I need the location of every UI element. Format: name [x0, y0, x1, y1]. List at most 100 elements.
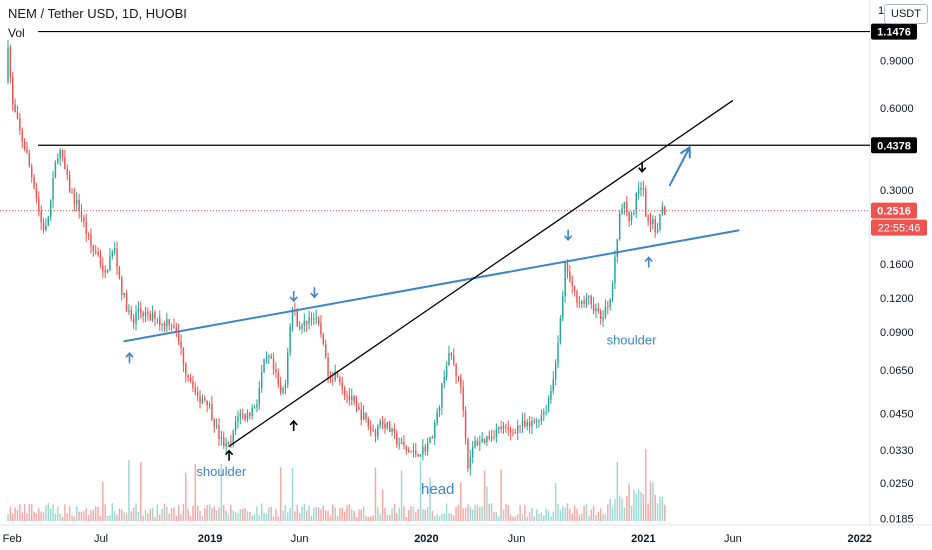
candle-body — [396, 432, 398, 445]
volume-bar — [438, 515, 441, 521]
candle-body — [180, 341, 182, 349]
candle-body — [438, 407, 441, 412]
candle-body — [493, 436, 495, 438]
time-tick-label: 2021 — [631, 533, 655, 545]
volume-bar — [471, 509, 474, 521]
candles-layer — [7, 39, 666, 476]
volume-bar — [365, 515, 367, 521]
volume-bar — [495, 512, 498, 521]
last-price-badge — [871, 202, 917, 219]
volume-bar — [611, 506, 614, 521]
candle-body — [76, 199, 78, 204]
volume-bar — [64, 504, 66, 521]
arrow-down-marker — [638, 161, 647, 173]
volume-bar — [30, 504, 33, 521]
candle-body — [128, 310, 130, 312]
candle-body — [313, 318, 315, 320]
candle-body — [54, 162, 57, 179]
candle-body — [469, 457, 472, 469]
volume-bar — [396, 513, 398, 521]
symbol-title[interactable]: NEM / Tether USD, 1D, HUOBI — [8, 6, 187, 21]
candle-body — [282, 388, 284, 393]
volume-bar — [336, 516, 339, 521]
volume-bar — [398, 507, 400, 521]
candle-body — [230, 441, 232, 443]
currency-unit-button[interactable]: USDT — [884, 4, 928, 24]
volume-bar — [140, 461, 142, 521]
volume-bar — [270, 506, 272, 521]
volume-bar — [173, 507, 175, 521]
volume-bar — [502, 509, 505, 521]
candle-body — [640, 187, 642, 190]
volume-bar — [322, 505, 325, 521]
volume-bar — [14, 507, 16, 521]
volume-bar — [353, 510, 355, 521]
candle-body — [113, 248, 116, 252]
candle-body — [573, 286, 576, 291]
candle-body — [369, 426, 372, 430]
projection-arrow-head — [679, 145, 691, 159]
candle-body — [268, 355, 270, 358]
volume-bar — [400, 470, 403, 521]
candle-body — [298, 326, 301, 329]
candle-body — [443, 377, 445, 384]
candle-body — [583, 300, 585, 304]
candle-body — [80, 211, 83, 218]
volume-bar — [509, 514, 512, 521]
candle-body — [339, 377, 341, 383]
candle-body — [405, 445, 408, 451]
candle-body — [533, 420, 536, 422]
candle-body — [604, 306, 607, 318]
candle-body — [429, 436, 431, 443]
candle-body — [132, 318, 135, 324]
volume-bar — [118, 508, 121, 521]
volume-bar — [358, 509, 360, 521]
arrow-up-marker — [224, 449, 234, 461]
volume-bar — [516, 514, 519, 521]
volume-bar — [367, 516, 370, 521]
candle-body — [514, 432, 517, 434]
volume-bar — [71, 515, 73, 521]
volume-bar — [284, 505, 287, 521]
candle-body — [611, 283, 614, 299]
candle-body — [208, 403, 211, 406]
candle-body — [104, 270, 106, 273]
annotations-layer: shoulder head shoulder — [125, 161, 657, 498]
candle-body — [38, 198, 40, 212]
candle-body — [365, 412, 367, 420]
volume-bar — [97, 506, 99, 521]
volume-bar — [23, 503, 26, 521]
volume-bar — [16, 509, 19, 521]
candle-body — [102, 264, 104, 271]
volume-bar — [45, 505, 47, 521]
price-tick-label: 0.0900 — [880, 327, 914, 339]
price-tick-label: 0.9000 — [880, 55, 914, 67]
volume-bar — [652, 482, 654, 521]
volume-bar — [500, 469, 502, 521]
volume-bar — [602, 514, 604, 521]
volume-bar — [313, 508, 315, 521]
time-tick-label: Jun — [291, 533, 309, 545]
volume-bar — [443, 513, 445, 521]
candle-body — [400, 441, 403, 445]
volume-bar — [514, 516, 517, 521]
volume-bar — [341, 507, 344, 521]
candle-body — [289, 326, 291, 353]
volume-bar — [241, 509, 244, 521]
candle-body — [201, 398, 204, 404]
volume-bar — [208, 504, 211, 521]
candle-body — [47, 217, 50, 226]
time-axis[interactable]: Feb Jul 2019 Jun 2020 Jun 2021 Jun 2022 — [3, 533, 872, 545]
candle-body — [12, 77, 14, 105]
price-axis[interactable]: 1.1476 0.4378 0.2516 22:55:46 0.9000 0.6000 0.… — [871, 23, 927, 526]
candle-body — [448, 353, 450, 366]
candle-body — [30, 166, 33, 178]
volume-bar — [547, 510, 550, 521]
candle-body — [398, 444, 400, 446]
volume-bar — [455, 506, 457, 521]
volume-bar — [381, 489, 384, 521]
candle-body — [426, 442, 429, 452]
volume-bar — [12, 513, 14, 521]
candle-body — [599, 311, 602, 320]
